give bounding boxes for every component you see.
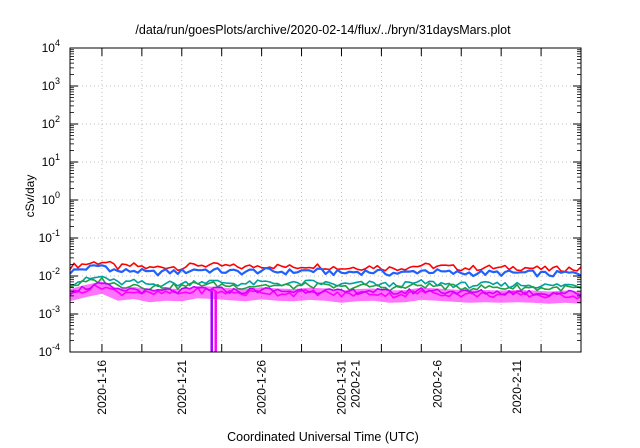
series-band [70, 281, 581, 304]
x-tick-label: 2020-2-6 [430, 360, 444, 408]
series-line [69, 264, 582, 278]
series-line [69, 260, 582, 273]
grid-lines [70, 48, 581, 352]
tick-group: 10-4 10-3 10-2 10-1 100 101 102 103 104 2020-1-16… [39, 38, 581, 415]
series-group [69, 260, 582, 352]
x-tick-label-secondary: 2020-2-1 [348, 360, 362, 408]
y-tick-label: 103 [42, 76, 60, 93]
y-tick-label: 100 [42, 190, 60, 207]
y-tick-label: 10-2 [39, 266, 60, 283]
x-tick-label: 2020-1-31 [334, 360, 348, 415]
y-tick-label: 10-1 [39, 228, 60, 245]
series-line [69, 275, 582, 290]
chart-title: /data/run/goesPlots/archive/2020-02-14/f… [135, 23, 511, 37]
y-tick-label: 102 [42, 114, 60, 131]
x-tick-label: 2020-1-21 [175, 360, 189, 415]
series-line [69, 277, 582, 292]
x-tick-label: 2020-1-16 [95, 360, 109, 415]
x-tick-label: 2020-1-26 [255, 360, 269, 415]
plot-frame [69, 47, 582, 353]
y-tick-label: 101 [42, 152, 60, 169]
x-axis-label: Coordinated Universal Time (UTC) [227, 430, 419, 444]
x-tick-label: 2020-2-11 [510, 360, 524, 414]
y-tick-label: 10-3 [39, 304, 60, 321]
y-tick-label: 104 [42, 38, 60, 55]
y-axis-label: cSv/day [23, 175, 37, 218]
y-tick-label: 10-4 [39, 342, 60, 359]
